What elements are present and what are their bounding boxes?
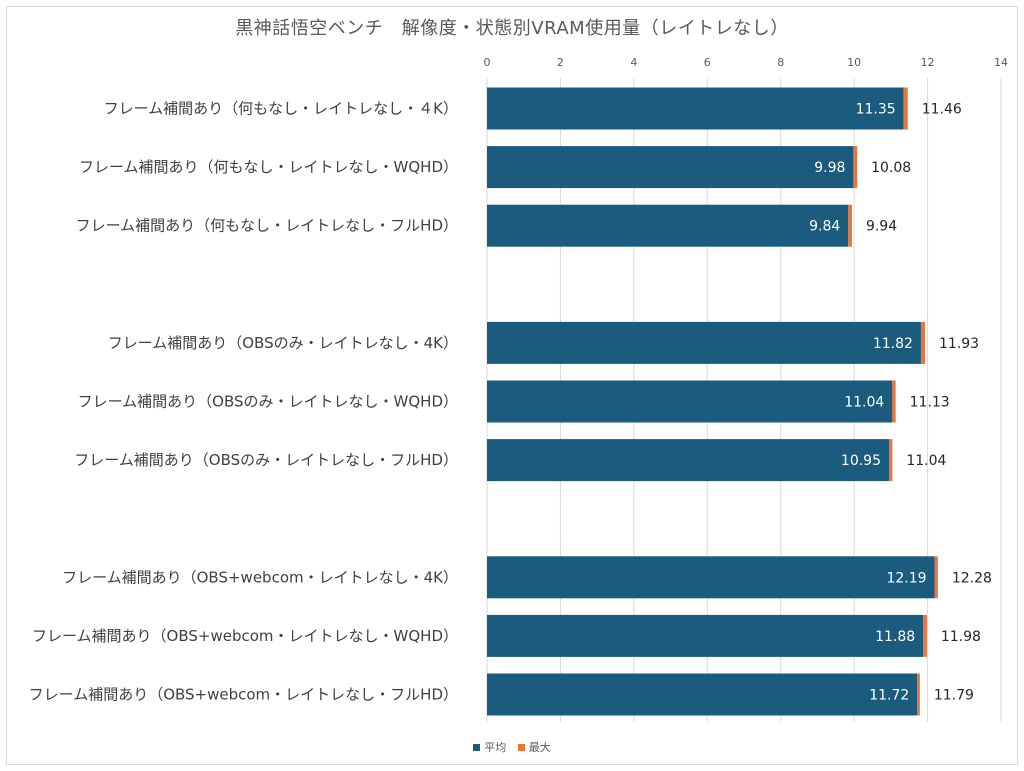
bar-maximum xyxy=(934,556,938,599)
bar-maximum xyxy=(892,380,896,423)
data-label-average: 11.88 xyxy=(875,629,915,645)
bar-maximum xyxy=(923,614,927,657)
x-tick-label: 12 xyxy=(921,56,935,69)
data-label-maximum: 11.04 xyxy=(906,453,946,469)
data-label-average: 11.35 xyxy=(856,102,896,118)
data-label-maximum: 12.28 xyxy=(952,570,992,586)
data-label-maximum: 11.13 xyxy=(910,395,950,411)
x-tick-label: 8 xyxy=(777,56,784,69)
bar-average xyxy=(487,146,854,189)
x-tick-label: 14 xyxy=(994,56,1008,69)
x-tick-label: 2 xyxy=(557,56,564,69)
category-label: フレーム補間あり（OBS+webcom・レイトレなし・4K） xyxy=(62,568,458,586)
data-label-average: 11.72 xyxy=(869,688,909,704)
legend: 平均 最大 xyxy=(0,739,1024,755)
data-label-average: 11.04 xyxy=(844,395,884,411)
data-label-maximum: 10.08 xyxy=(871,160,911,176)
legend-swatch-max xyxy=(517,743,525,751)
bar-average xyxy=(487,673,918,716)
data-label-maximum: 11.98 xyxy=(941,629,981,645)
data-label-average: 11.82 xyxy=(873,336,913,352)
data-label-maximum: 11.93 xyxy=(939,336,979,352)
category-label: フレーム補間あり（OBSのみ・レイトレなし・WQHD） xyxy=(78,393,458,411)
x-tick-label: 6 xyxy=(704,56,711,69)
x-tick-label: 4 xyxy=(630,56,637,69)
x-tick-label: 0 xyxy=(484,56,491,69)
data-label-average: 12.19 xyxy=(886,570,926,586)
bar-average xyxy=(487,87,904,130)
data-label-average: 10.95 xyxy=(841,453,881,469)
bar-maximum xyxy=(903,87,908,130)
bar-average xyxy=(487,321,921,364)
bar-maximum xyxy=(917,673,920,716)
category-label: フレーム補間あり（何もなし・レイトレなし・WQHD） xyxy=(79,158,458,176)
category-label: フレーム補間あり（何もなし・レイトレなし・４K） xyxy=(104,100,458,118)
bar-maximum xyxy=(853,146,858,189)
category-label: フレーム補間あり（OBSのみ・レイトレなし・4K） xyxy=(108,334,458,352)
bar-average xyxy=(487,556,935,599)
bar-average xyxy=(487,380,893,423)
legend-swatch-avg xyxy=(473,743,481,751)
bar-average xyxy=(487,614,924,657)
legend-item-avg: 平均 xyxy=(473,739,506,755)
legend-item-max: 最大 xyxy=(517,739,551,755)
legend-label-avg: 平均 xyxy=(484,741,507,754)
data-label-maximum: 11.79 xyxy=(934,688,974,704)
category-label: フレーム補間あり（OBSのみ・レイトレなし・フルHD） xyxy=(74,451,458,469)
bar-maximum xyxy=(920,321,926,364)
category-label: フレーム補間あり（OBS+webcom・レイトレなし・フルHD） xyxy=(29,686,458,704)
category-label: フレーム補間あり（OBS+webcom・レイトレなし・WQHD） xyxy=(32,627,458,645)
bar-maximum xyxy=(889,439,893,482)
data-label-maximum: 9.94 xyxy=(866,219,897,235)
bar-average xyxy=(487,204,849,247)
bar-average xyxy=(487,439,890,482)
bar-maximum xyxy=(848,204,852,247)
data-label-average: 9.84 xyxy=(809,219,840,235)
data-label-average: 9.98 xyxy=(814,160,845,176)
category-label: フレーム補間あり（何もなし・レイトレなし・フルHD） xyxy=(76,217,458,235)
legend-label-max: 最大 xyxy=(528,741,551,754)
data-label-maximum: 11.46 xyxy=(922,102,962,118)
chart-title: 黒神話悟空ベンチ 解像度・状態別VRAM使用量（レイトレなし） xyxy=(235,18,789,39)
x-tick-label: 10 xyxy=(847,56,861,69)
